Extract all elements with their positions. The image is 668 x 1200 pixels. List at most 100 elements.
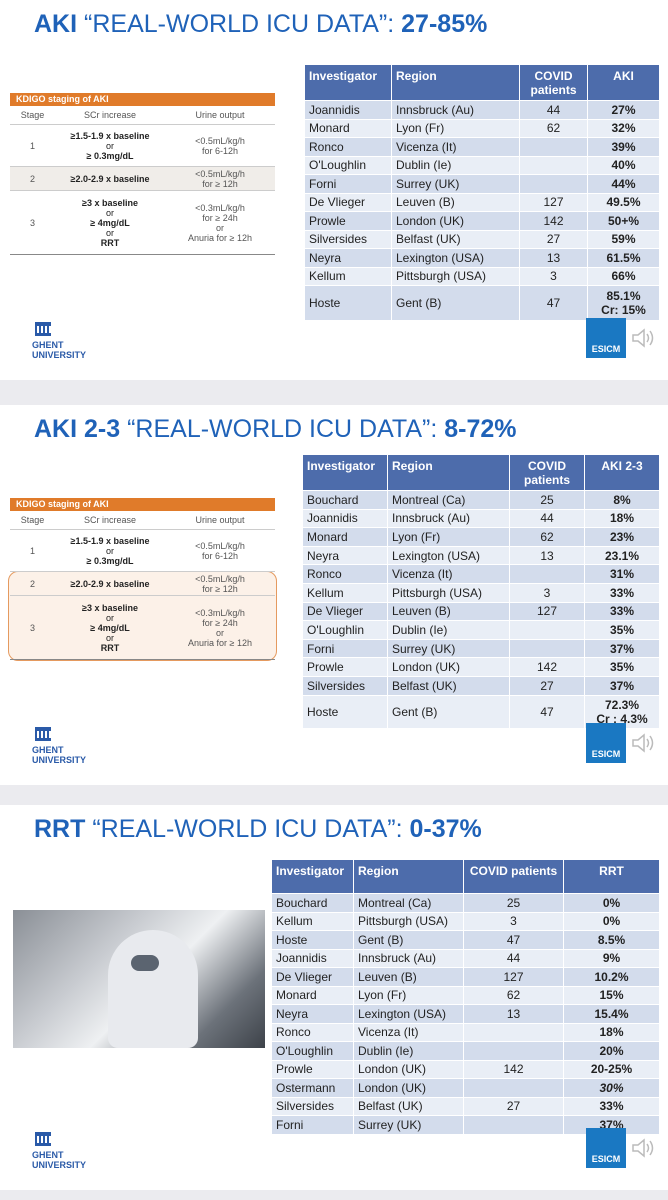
table-cell: Gent (B): [388, 694, 510, 728]
kdigo-text: <0.5mL/kg/h: [195, 169, 245, 179]
table-cell: 33%: [564, 1096, 660, 1115]
table-cell: 32%: [588, 118, 660, 137]
table-cell: Forni: [305, 174, 392, 193]
table-cell: 61.5%: [588, 248, 660, 267]
kdigo-stage: 3: [29, 623, 35, 633]
table-cell: 62: [510, 527, 585, 546]
speaker-icon[interactable]: [630, 1136, 658, 1160]
speaker-icon[interactable]: [630, 731, 658, 755]
kdigo-text: for ≥ 12h: [202, 179, 238, 189]
table-cell: Bouchard: [303, 490, 388, 509]
table-cell: Forni: [272, 1115, 354, 1134]
table-cell: 13: [510, 545, 585, 565]
kdigo-text: or: [105, 208, 114, 218]
table-cell: [464, 1078, 564, 1097]
title-keyword: AKI 2-3: [34, 415, 121, 443]
table-cell: 39%: [588, 137, 660, 156]
table-cell: 27: [520, 229, 588, 248]
table-cell: Kellum: [272, 911, 354, 930]
table-cell: Lexington (USA): [354, 1004, 464, 1023]
table-cell: Hoste: [305, 285, 392, 320]
table-cell: 10.2%: [564, 967, 660, 986]
kdigo-scr: ≥1.5-1.9 x baseline or ≥ 0.3mg/dL: [55, 125, 165, 167]
table-cell: 33%: [585, 583, 660, 602]
table-cell: 66%: [588, 266, 660, 285]
kdigo-text: ≥1.5-1.9 x baseline: [70, 536, 150, 546]
table-cell: De Vlieger: [272, 967, 354, 986]
kdigo-header: SCr increase: [83, 110, 137, 120]
speaker-icon[interactable]: [630, 326, 658, 350]
table-cell: Silversides: [272, 1096, 354, 1115]
esicm-logo: ESICM: [586, 318, 626, 358]
kdigo-text: ≥ 4mg/dL: [90, 218, 130, 228]
table-cell: 142: [464, 1059, 564, 1078]
kdigo-stage: 2: [29, 174, 35, 184]
kdigo-row: 1 ≥1.5-1.9 x baseline or ≥ 0.3mg/dL <0.5mL/k…: [10, 529, 275, 571]
kdigo-stage: 3: [29, 218, 35, 228]
table-cell: Neyra: [303, 545, 388, 565]
table-cell: 47: [520, 285, 588, 320]
table-cell: 23.1%: [585, 545, 660, 565]
table-cell: 3: [510, 583, 585, 602]
table-cell: 18%: [564, 1022, 660, 1041]
kdigo-text: ≥2.0-2.9 x baseline: [70, 579, 150, 589]
table-cell: Vicenza (It): [392, 137, 520, 156]
table-cell: Joannidis: [272, 948, 354, 967]
table-cell: Belfast (UK): [354, 1096, 464, 1115]
table-cell: London (UK): [354, 1059, 464, 1078]
kdigo-stage: 1: [29, 141, 35, 151]
table-cell: 13: [464, 1004, 564, 1023]
table-cell: Leuven (B): [354, 967, 464, 986]
table-cell: 49.5%: [588, 192, 660, 211]
table-cell: Monard: [305, 118, 392, 137]
table-cell: Pittsburgh (USA): [392, 266, 520, 285]
logo-icon: [35, 1132, 51, 1146]
kdigo-text: ≥1.5-1.9 x baseline: [70, 131, 150, 141]
table-header: Investigator: [303, 455, 388, 490]
logo-text: UNIVERSITY: [32, 755, 87, 765]
kdigo-text: RRT: [100, 643, 120, 653]
table-cell: De Vlieger: [305, 192, 392, 211]
table-cell: Hoste: [272, 930, 354, 949]
table-cell: Lyon (Fr): [388, 527, 510, 546]
table-cell: 35%: [585, 657, 660, 676]
table-cell: 18%: [585, 508, 660, 528]
table-cell: [510, 620, 585, 639]
kdigo-text: <0.5mL/kg/h: [195, 136, 245, 146]
kdigo-text: or: [215, 628, 224, 638]
table-cell: Silversides: [305, 229, 392, 248]
table-cell: 35%: [585, 620, 660, 639]
table-cell: London (UK): [392, 211, 520, 230]
kdigo-scr: ≥2.0-2.9 x baseline: [55, 167, 165, 191]
title-range: 0-37%: [409, 815, 482, 843]
table-cell: O'Loughlin: [272, 1041, 354, 1060]
table-cell: Ronco: [305, 137, 392, 156]
table-cell: Prowle: [305, 211, 392, 230]
kdigo-bottom: [10, 254, 275, 255]
table-cell: Ronco: [272, 1022, 354, 1041]
kdigo-text: <0.3mL/kg/h: [195, 203, 245, 213]
kdigo-text: or: [105, 228, 114, 238]
table-cell: 23%: [585, 527, 660, 546]
table-cell: 15.4%: [564, 1004, 660, 1023]
table-cell: 9%: [564, 948, 660, 967]
table-cell: Surrey (UK): [354, 1115, 464, 1134]
table-cell: [520, 155, 588, 174]
table-cell: London (UK): [354, 1078, 464, 1097]
table-cell: 47: [464, 930, 564, 949]
table-cell: [464, 1041, 564, 1060]
kdigo-text: ≥ 0.3mg/dL: [86, 556, 134, 566]
kdigo-row: 2 ≥2.0-2.9 x baseline <0.5mL/kg/h for ≥ 12h: [10, 166, 275, 190]
table-cell: Neyra: [272, 1004, 354, 1023]
photo-figure: [108, 930, 198, 1048]
table-cell: 50+%: [588, 211, 660, 230]
table-cell: 142: [520, 211, 588, 230]
kdigo-text: for ≥ 24h: [202, 213, 238, 223]
table-cell: 0%: [564, 893, 660, 912]
table-cell: Belfast (UK): [388, 676, 510, 695]
table-cell: Kellum: [305, 266, 392, 285]
title-keyword: RRT: [34, 815, 86, 843]
table-cell: 27%: [588, 100, 660, 119]
cell-line: 72.3%: [604, 697, 640, 712]
